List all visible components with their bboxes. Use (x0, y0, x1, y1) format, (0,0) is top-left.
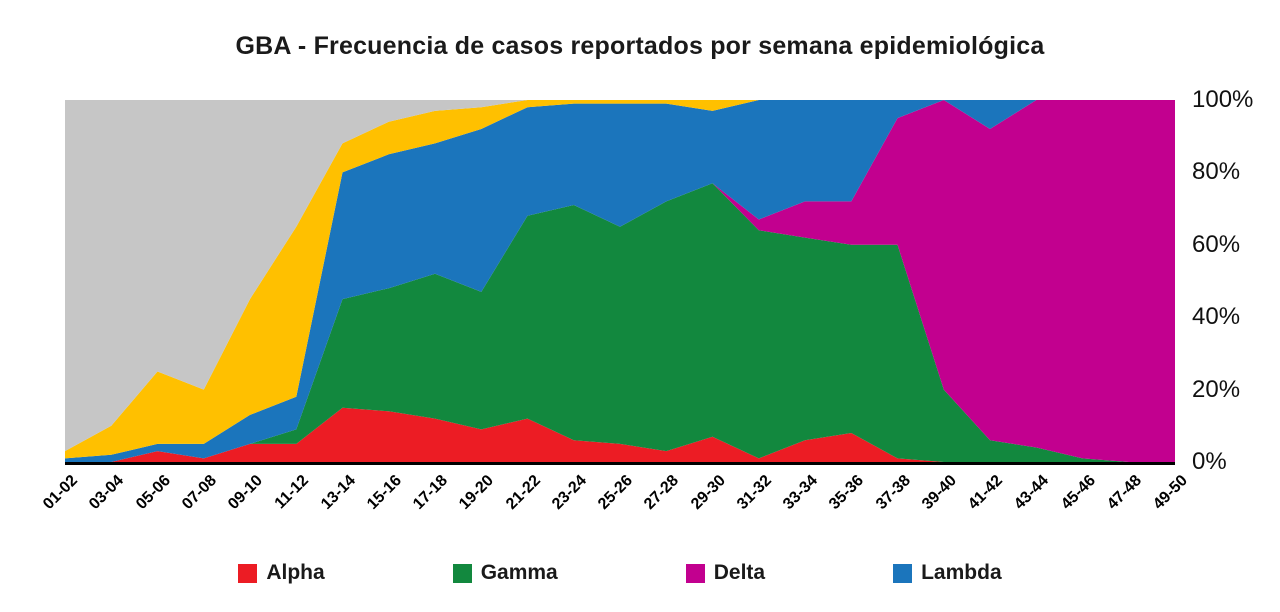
x-axis-tick-label: 37-38 (872, 472, 914, 513)
y-axis-tick-label: 20% (1192, 375, 1241, 403)
legend-item-lambda: Lambda (893, 561, 1002, 585)
series-area-other-gray (65, 100, 1175, 452)
legend-swatch-delta (685, 563, 705, 583)
x-axis-tick-label: 35-36 (826, 472, 868, 513)
chart-legend: Alpha Gamma Delta Lambda (0, 561, 1240, 585)
legend-label: Alpha (266, 561, 325, 584)
x-axis-tick-label: 13-14 (317, 472, 359, 513)
x-axis-tick-label: 45-46 (1057, 472, 1099, 513)
legend-swatch-gamma (452, 563, 472, 583)
y-axis-tick-label: 40% (1192, 303, 1241, 331)
y-axis-tick-label: 80% (1192, 158, 1241, 186)
legend-label: Delta (713, 561, 766, 584)
legend-item-delta: Delta (685, 561, 766, 585)
legend-item-alpha: Alpha (238, 561, 325, 585)
plot-area (65, 100, 1175, 465)
chart-title: GBA - Frecuencia de casos reportados por… (235, 32, 1045, 60)
series-area-gamma (65, 183, 1175, 463)
x-axis-tick-label: 03-04 (86, 472, 128, 513)
x-axis-tick-label: 19-20 (456, 472, 498, 513)
legend-swatch-lambda (893, 563, 913, 583)
legend-label: Lambda (921, 561, 1002, 584)
series-area-lambda (65, 100, 1175, 462)
y-axis-tick-label: 100% (1192, 86, 1254, 113)
legend-label: Gamma (480, 561, 558, 584)
legend-item-gamma: Gamma (452, 561, 558, 585)
x-axis-tick-label: 29-30 (687, 472, 729, 513)
y-axis-tick-label: 60% (1192, 230, 1241, 258)
series-area-other-yellow (65, 100, 1175, 459)
x-axis-tick-label: 11-12 (271, 472, 313, 513)
legend-swatch-alpha (238, 563, 258, 583)
series-area-alpha (65, 407, 1175, 462)
stacked-area-chart (65, 100, 1175, 465)
x-axis-tick-label: 05-06 (132, 472, 174, 513)
x-axis-line (65, 462, 1175, 465)
y-axis-tick-label: 0% (1192, 448, 1227, 475)
x-axis-tick-label: 43-44 (1011, 472, 1053, 513)
series-area-delta (65, 100, 1175, 462)
x-axis-tick-label: 27-28 (641, 472, 683, 513)
x-axis-tick-label: 21-22 (502, 472, 544, 513)
